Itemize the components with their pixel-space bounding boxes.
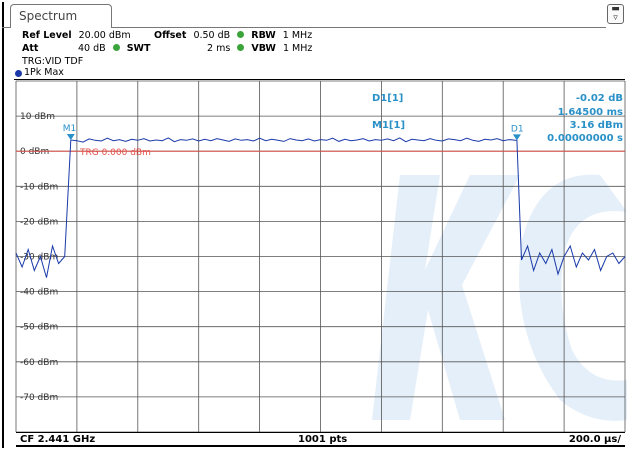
tab-label: Spectrum [19, 9, 78, 23]
y-tick-label: -30 dBm [20, 253, 58, 263]
sweep-points: 1001 pts [298, 434, 348, 445]
y-tick-label: -70 dBm [20, 393, 58, 403]
d1-value-level: -0.02 dB [575, 93, 623, 104]
m1-label: M1[1] [372, 120, 406, 131]
m1-value-time: 0.00000000 s [547, 133, 623, 144]
y-tick-label: -10 dBm [20, 182, 58, 192]
tab-spectrum[interactable]: Spectrum [10, 4, 112, 28]
trace-label: 1Pk Max [24, 67, 64, 78]
vbw-value: 1 MHz [282, 43, 313, 54]
rbw-label: RBW [251, 30, 276, 41]
trigger-line: TRG 0.000 dBm [16, 148, 625, 158]
markers: M1 D1 [63, 124, 524, 141]
y-axis-labels: 10 dBm 0 dBm -10 dBm -20 dBm -30 dBm -40 dBm -… [20, 112, 58, 403]
swt-value: 2 ms [207, 43, 231, 54]
marker-d1-label: D1 [511, 124, 524, 134]
status-footer: CF 2.441 GHz 1001 pts 200.0 µs/ [16, 432, 625, 447]
trace-indicator-icon [15, 70, 22, 77]
att-label: Att [22, 43, 39, 54]
marker-m1-icon [66, 133, 75, 140]
y-tick-label: -60 dBm [20, 358, 58, 368]
swt-label: SWT [126, 43, 151, 54]
y-tick-label: -40 dBm [20, 288, 58, 298]
att-status-icon [112, 44, 120, 51]
ref-level-value: 20.00 dBm [78, 30, 131, 41]
d1-label: D1[1] [372, 93, 404, 104]
marker-m1-label: M1 [63, 124, 76, 134]
y-tick-label: -50 dBm [20, 323, 58, 333]
m1-value-level: 3.16 dBm [569, 120, 623, 131]
window-menu-icon[interactable]: ▬ ▿ [607, 4, 624, 24]
plot-grid [15, 80, 626, 433]
trace-header: 1Pk Max [14, 67, 625, 80]
y-tick-label: -20 dBm [20, 217, 58, 227]
ref-level-label: Ref Level [22, 30, 72, 41]
d1-value-time: 1.64500 ms [557, 107, 623, 118]
trigger-info: TRG:VID TDF [22, 56, 84, 67]
trace-polyline [15, 137, 626, 278]
center-frequency: CF 2.441 GHz [20, 434, 96, 445]
swt-status-icon [237, 44, 245, 51]
att-value: 40 dB [78, 43, 106, 54]
tab-underline-left [2, 27, 10, 28]
vbw-label: VBW [251, 43, 276, 54]
watermark-logo [372, 174, 627, 421]
marker-d1-icon [512, 134, 521, 141]
y-tick-label: 10 dBm [20, 112, 55, 122]
time-per-division: 200.0 µs/ [568, 434, 621, 445]
offset-label: Offset [154, 30, 187, 41]
offset-value: 0.50 dB [193, 30, 231, 41]
y-tick-label: 0 dBm [20, 147, 49, 157]
trace-line [15, 137, 626, 278]
rbw-value: 1 MHz [282, 30, 313, 41]
tab-underline-right [112, 27, 606, 28]
trigger-line-label: TRG 0.000 dBm [79, 148, 151, 158]
offset-status-icon [237, 31, 245, 38]
